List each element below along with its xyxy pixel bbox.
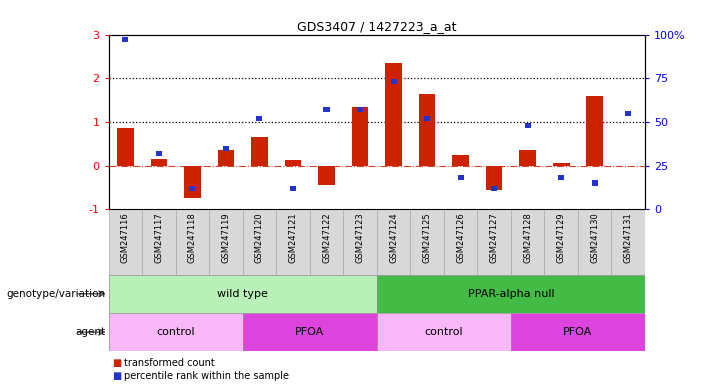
Text: control: control bbox=[156, 327, 195, 337]
Bar bbox=[586, 96, 603, 166]
Text: agent: agent bbox=[75, 327, 105, 337]
Text: ■: ■ bbox=[112, 371, 121, 381]
Bar bbox=[318, 166, 335, 185]
Text: control: control bbox=[425, 327, 463, 337]
Bar bbox=[377, 209, 410, 275]
Bar bbox=[444, 209, 477, 275]
Bar bbox=[223, 146, 229, 151]
Bar bbox=[410, 209, 444, 275]
Text: GSM247131: GSM247131 bbox=[624, 212, 633, 263]
Text: GSM247117: GSM247117 bbox=[154, 212, 163, 263]
Bar bbox=[491, 186, 497, 191]
Text: PPAR-alpha null: PPAR-alpha null bbox=[468, 289, 554, 299]
Bar bbox=[243, 313, 377, 351]
Text: GSM247125: GSM247125 bbox=[423, 212, 432, 263]
Bar bbox=[578, 209, 611, 275]
Text: percentile rank within the sample: percentile rank within the sample bbox=[124, 371, 289, 381]
Bar bbox=[251, 137, 268, 166]
Bar bbox=[352, 107, 369, 166]
Text: GSM247119: GSM247119 bbox=[222, 212, 231, 263]
Title: GDS3407 / 1427223_a_at: GDS3407 / 1427223_a_at bbox=[297, 20, 456, 33]
Bar bbox=[257, 116, 262, 121]
Bar bbox=[123, 37, 128, 42]
Text: GSM247130: GSM247130 bbox=[590, 212, 599, 263]
Text: GSM247129: GSM247129 bbox=[557, 212, 566, 263]
Bar bbox=[357, 107, 363, 112]
Text: GSM247127: GSM247127 bbox=[489, 212, 498, 263]
Bar bbox=[189, 186, 196, 191]
Bar bbox=[109, 209, 142, 275]
Bar bbox=[545, 209, 578, 275]
Bar bbox=[377, 313, 511, 351]
Bar bbox=[519, 150, 536, 166]
Bar bbox=[553, 164, 569, 166]
Text: GSM247123: GSM247123 bbox=[355, 212, 365, 263]
Text: wild type: wild type bbox=[217, 289, 268, 299]
Bar bbox=[592, 180, 598, 186]
Bar bbox=[217, 150, 234, 166]
Text: genotype/variation: genotype/variation bbox=[6, 289, 105, 299]
Bar bbox=[524, 123, 531, 128]
Bar bbox=[310, 209, 343, 275]
Bar bbox=[611, 209, 645, 275]
Text: PFOA: PFOA bbox=[564, 327, 592, 337]
Bar bbox=[385, 63, 402, 166]
Text: GSM247118: GSM247118 bbox=[188, 212, 197, 263]
Text: GSM247120: GSM247120 bbox=[255, 212, 264, 263]
Bar bbox=[323, 107, 329, 112]
Text: GSM247124: GSM247124 bbox=[389, 212, 398, 263]
Bar bbox=[184, 166, 200, 199]
Bar bbox=[156, 151, 162, 156]
Bar bbox=[151, 159, 168, 166]
Text: GSM247121: GSM247121 bbox=[289, 212, 297, 263]
Text: PFOA: PFOA bbox=[295, 327, 325, 337]
Bar bbox=[452, 155, 469, 166]
Bar bbox=[458, 175, 463, 180]
Bar bbox=[276, 209, 310, 275]
Bar bbox=[477, 209, 511, 275]
Bar bbox=[511, 313, 645, 351]
Bar bbox=[109, 313, 243, 351]
Bar bbox=[418, 94, 435, 166]
Text: GSM247126: GSM247126 bbox=[456, 212, 465, 263]
Bar bbox=[424, 116, 430, 121]
Bar bbox=[377, 275, 645, 313]
Text: GSM247116: GSM247116 bbox=[121, 212, 130, 263]
Bar bbox=[117, 129, 134, 166]
Text: GSM247128: GSM247128 bbox=[523, 212, 532, 263]
Bar bbox=[558, 175, 564, 180]
Text: GSM247122: GSM247122 bbox=[322, 212, 331, 263]
Bar bbox=[176, 209, 209, 275]
Bar bbox=[285, 160, 301, 166]
Text: transformed count: transformed count bbox=[124, 358, 215, 368]
Bar bbox=[343, 209, 377, 275]
Text: ■: ■ bbox=[112, 358, 121, 368]
Bar bbox=[486, 166, 503, 190]
Bar bbox=[625, 111, 631, 116]
Bar bbox=[209, 209, 243, 275]
Bar bbox=[142, 209, 176, 275]
Bar bbox=[243, 209, 276, 275]
Bar bbox=[109, 275, 377, 313]
Bar bbox=[290, 186, 296, 191]
Bar bbox=[390, 79, 397, 84]
Bar bbox=[511, 209, 545, 275]
